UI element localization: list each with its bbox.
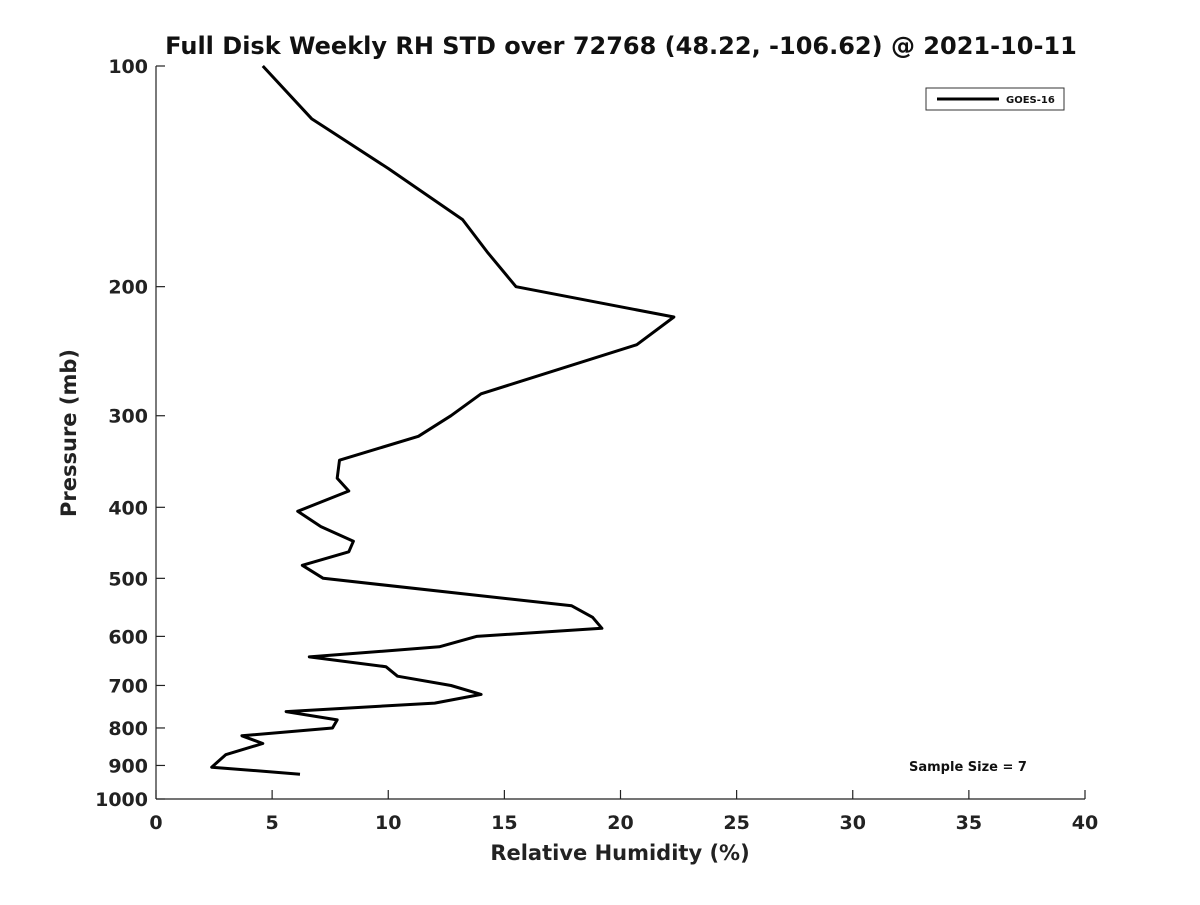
sample-size-annotation: Sample Size = 7 [909, 760, 1027, 775]
x-tick-label: 10 [375, 812, 401, 834]
x-tick-label: 25 [723, 812, 749, 834]
plot-axes [155, 66, 1085, 800]
y-axis-label: Pressure (mb) [57, 349, 81, 517]
x-tick-label: 40 [1072, 812, 1098, 834]
y-tick-label: 400 [108, 497, 148, 519]
x-tick-label: 20 [607, 812, 633, 834]
y-tick-label: 600 [108, 626, 148, 648]
x-axis-label: Relative Humidity (%) [490, 841, 749, 865]
y-ticks: 100 200 300 400 500 600 700 800 900 1000 [95, 56, 165, 811]
x-tick-label: 5 [266, 812, 279, 834]
x-tick-label: 15 [491, 812, 517, 834]
x-tick-label: 35 [956, 812, 982, 834]
y-tick-label: 300 [108, 406, 148, 428]
x-tick-label: 30 [840, 812, 866, 834]
y-tick-label: 900 [108, 755, 148, 777]
y-tick-label: 100 [108, 56, 148, 78]
y-tick-label: 700 [108, 675, 148, 697]
legend: GOES-16 [925, 87, 1065, 111]
chart-title: Full Disk Weekly RH STD over 72768 (48.2… [165, 32, 1077, 60]
y-tick-label: 1000 [95, 789, 148, 811]
legend-label-goes-16: GOES-16 [1006, 95, 1055, 106]
y-tick-label: 800 [108, 718, 148, 740]
x-ticks: 0 5 10 15 20 25 30 35 40 [149, 790, 1098, 834]
series-line-goes-16 [210, 64, 676, 776]
x-tick-label: 0 [149, 812, 162, 834]
y-tick-label: 200 [108, 277, 148, 299]
y-tick-label: 500 [108, 568, 148, 590]
